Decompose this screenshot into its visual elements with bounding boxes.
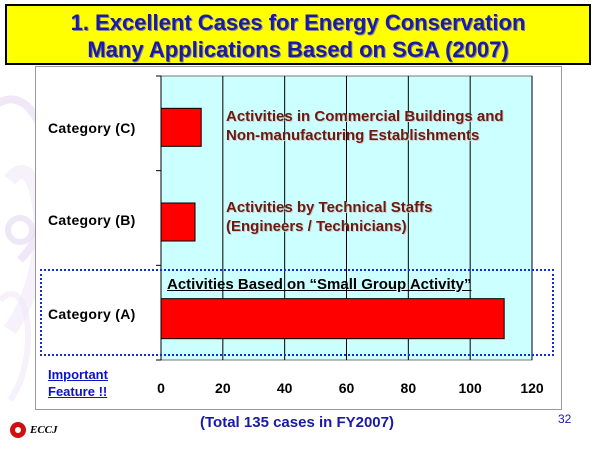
annotation-category-b: Activities by Technical Staffs (Engineer…: [226, 198, 432, 236]
annotation-b-line-1: Activities by Technical Staffs: [226, 199, 433, 216]
x-tick-label-100: 100: [458, 380, 482, 396]
title-line-1: 1. Excellent Cases for Energy Conservati…: [70, 10, 526, 35]
bar-categoryb: [160, 202, 196, 242]
important-line-2: Feature !!: [48, 384, 108, 399]
page-number: 32: [558, 412, 572, 426]
title-line-2: Many Applications Based on SGA (2007): [87, 37, 509, 62]
eccj-logo-mark-icon: [10, 422, 26, 438]
x-tick-label-120: 120: [520, 380, 544, 396]
important-line-1: Important: [48, 367, 108, 382]
x-tick-label-0: 0: [157, 380, 165, 396]
annotation-b-line-2: (Engineers / Technicians): [226, 218, 407, 235]
bar-categoryc: [160, 107, 202, 147]
annotation-c-line-1: Activities in Commercial Buildings and: [226, 108, 504, 125]
annotation-c-line-2: Non-manufacturing Establishments: [226, 127, 480, 144]
x-tick-label-60: 60: [339, 380, 355, 396]
category-label-b: Category (B): [48, 212, 136, 228]
x-tick-label-20: 20: [215, 380, 231, 396]
annotation-category-a: Activities Based on “Small Group Activit…: [167, 276, 472, 293]
x-tick-label-80: 80: [401, 380, 417, 396]
category-label-a: Category (A): [48, 306, 136, 322]
highlight-box-category-a: [40, 269, 554, 356]
category-label-c: Category (C): [48, 120, 136, 136]
important-feature-note: Important Feature !!: [48, 366, 108, 400]
eccj-logo: ECCJ: [10, 420, 58, 440]
eccj-logo-text: ECCJ: [30, 424, 58, 436]
bar-categorya: [160, 298, 505, 340]
annotation-category-c: Activities in Commercial Buildings and N…: [226, 107, 504, 145]
total-cases-note: (Total 135 cases in FY2007): [200, 414, 394, 431]
x-tick-label-40: 40: [277, 380, 293, 396]
title-banner: 1. Excellent Cases for Energy Conservati…: [5, 4, 591, 65]
